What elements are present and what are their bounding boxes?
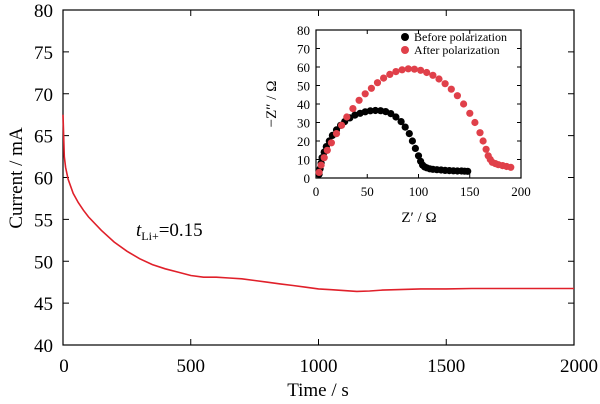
main-series-group: [62, 114, 574, 293]
scatter-point: [392, 68, 400, 76]
scatter-point: [401, 123, 409, 131]
annotation-symbol: t: [136, 220, 142, 241]
scatter-point: [408, 137, 416, 145]
scatter-point: [320, 154, 328, 162]
scatter-point: [323, 146, 331, 154]
scatter-point: [332, 130, 341, 138]
scatter-point: [417, 66, 425, 74]
inset-y-tick-label: 10: [297, 153, 310, 168]
inset-x-axis-title: Z′ / Ω: [401, 210, 436, 226]
main-y-tick-label: 50: [34, 252, 53, 273]
scatter-point: [386, 70, 394, 78]
scatter-point: [479, 137, 487, 145]
scatter-point: [373, 79, 382, 87]
legend-marker-before: [401, 33, 409, 41]
scatter-point: [338, 121, 346, 129]
scatter-point: [482, 145, 490, 153]
inset-y-axis-title: −Z″ / Ω: [264, 81, 280, 128]
current-series-line: [62, 114, 574, 293]
scatter-point: [464, 167, 472, 175]
main-x-tick-label: 2000: [560, 356, 598, 377]
inset-x-tick-label: 150: [460, 184, 480, 199]
scatter-point: [414, 152, 423, 160]
main-x-axis-title: Time / s: [287, 380, 349, 401]
main-y-tick-label: 60: [34, 169, 53, 190]
scatter-point: [392, 113, 400, 121]
scatter-point: [371, 106, 379, 115]
inset-y-tick-label: 40: [297, 97, 310, 112]
main-y-tick-label: 45: [34, 294, 53, 315]
scatter-point: [460, 100, 468, 108]
scatter-point: [355, 96, 363, 104]
inset-x-tick-label: 100: [409, 184, 429, 199]
inset-x-tick-label: 50: [361, 184, 374, 199]
inset-y-tick-label: 20: [297, 134, 310, 149]
after-polarization-series: [315, 65, 515, 176]
main-x-tick-label: 1500: [427, 356, 465, 377]
main-axis-ticks: [62, 9, 575, 346]
scatter-point: [405, 130, 413, 138]
inset-tick-labels: 0 50 100 150 200 0 10 20 30 40 50 60 70 80: [297, 23, 531, 199]
scatter-point: [366, 107, 374, 115]
scatter-point: [343, 113, 351, 121]
scatter-point: [404, 65, 412, 73]
main-x-tick-label: 1000: [300, 356, 338, 377]
main-y-tick-label: 65: [34, 127, 53, 148]
scatter-point: [507, 163, 515, 171]
inset-y-tick-label: 70: [297, 42, 310, 57]
main-y-tick-label: 75: [34, 43, 53, 64]
main-x-tick-label: 0: [59, 356, 69, 377]
main-x-tick-label: 500: [177, 356, 206, 377]
inset-y-tick-label: 60: [297, 60, 310, 75]
scatter-point: [441, 80, 449, 88]
scatter-point: [435, 75, 443, 83]
annotation-subscript: Li+: [141, 229, 159, 243]
transference-number-annotation: tLi+=0.15: [136, 220, 203, 243]
main-y-axis-title: Current / mA: [6, 127, 27, 229]
scatter-point: [476, 129, 484, 137]
inset-y-tick-label: 80: [297, 23, 310, 38]
main-y-tick-label: 55: [34, 210, 53, 231]
scatter-point: [349, 105, 357, 113]
scatter-point: [466, 109, 474, 117]
scatter-point: [429, 71, 437, 79]
scatter-point: [398, 66, 406, 74]
scatter-point: [387, 110, 395, 118]
legend-label-after: After polarization: [414, 43, 500, 57]
scatter-point: [447, 85, 455, 93]
scatter-point: [423, 68, 431, 77]
main-y-tick-label: 80: [34, 1, 53, 22]
scatter-point: [327, 139, 335, 147]
main-y-tick-label: 40: [34, 336, 53, 357]
scatter-point: [453, 92, 461, 100]
legend-label-before: Before polarization: [414, 30, 507, 44]
inset-legend: Before polarization After polarization: [401, 30, 507, 57]
annotation-value: =0.15: [159, 220, 203, 241]
inset-axis-ticks: [315, 29, 522, 179]
scatter-point: [317, 161, 325, 169]
inset-y-tick-label: 50: [297, 79, 310, 94]
before-polarization-series: [315, 106, 472, 178]
scatter-point: [411, 144, 419, 152]
scatter-point: [361, 90, 369, 98]
inset-y-tick-label: 30: [297, 116, 310, 131]
inset-series-group: [315, 65, 515, 178]
scatter-point: [367, 84, 375, 92]
scatter-point: [471, 118, 479, 127]
scatter-point: [410, 65, 418, 73]
inset-x-tick-label: 200: [511, 184, 531, 199]
scatter-point: [380, 74, 388, 82]
inset-x-tick-label: 0: [313, 184, 320, 199]
legend-marker-after: [401, 46, 409, 54]
main-y-tick-label: 70: [34, 85, 53, 106]
scatter-point: [315, 168, 323, 176]
inset-y-tick-label: 0: [304, 171, 311, 186]
scatter-point: [397, 118, 405, 126]
